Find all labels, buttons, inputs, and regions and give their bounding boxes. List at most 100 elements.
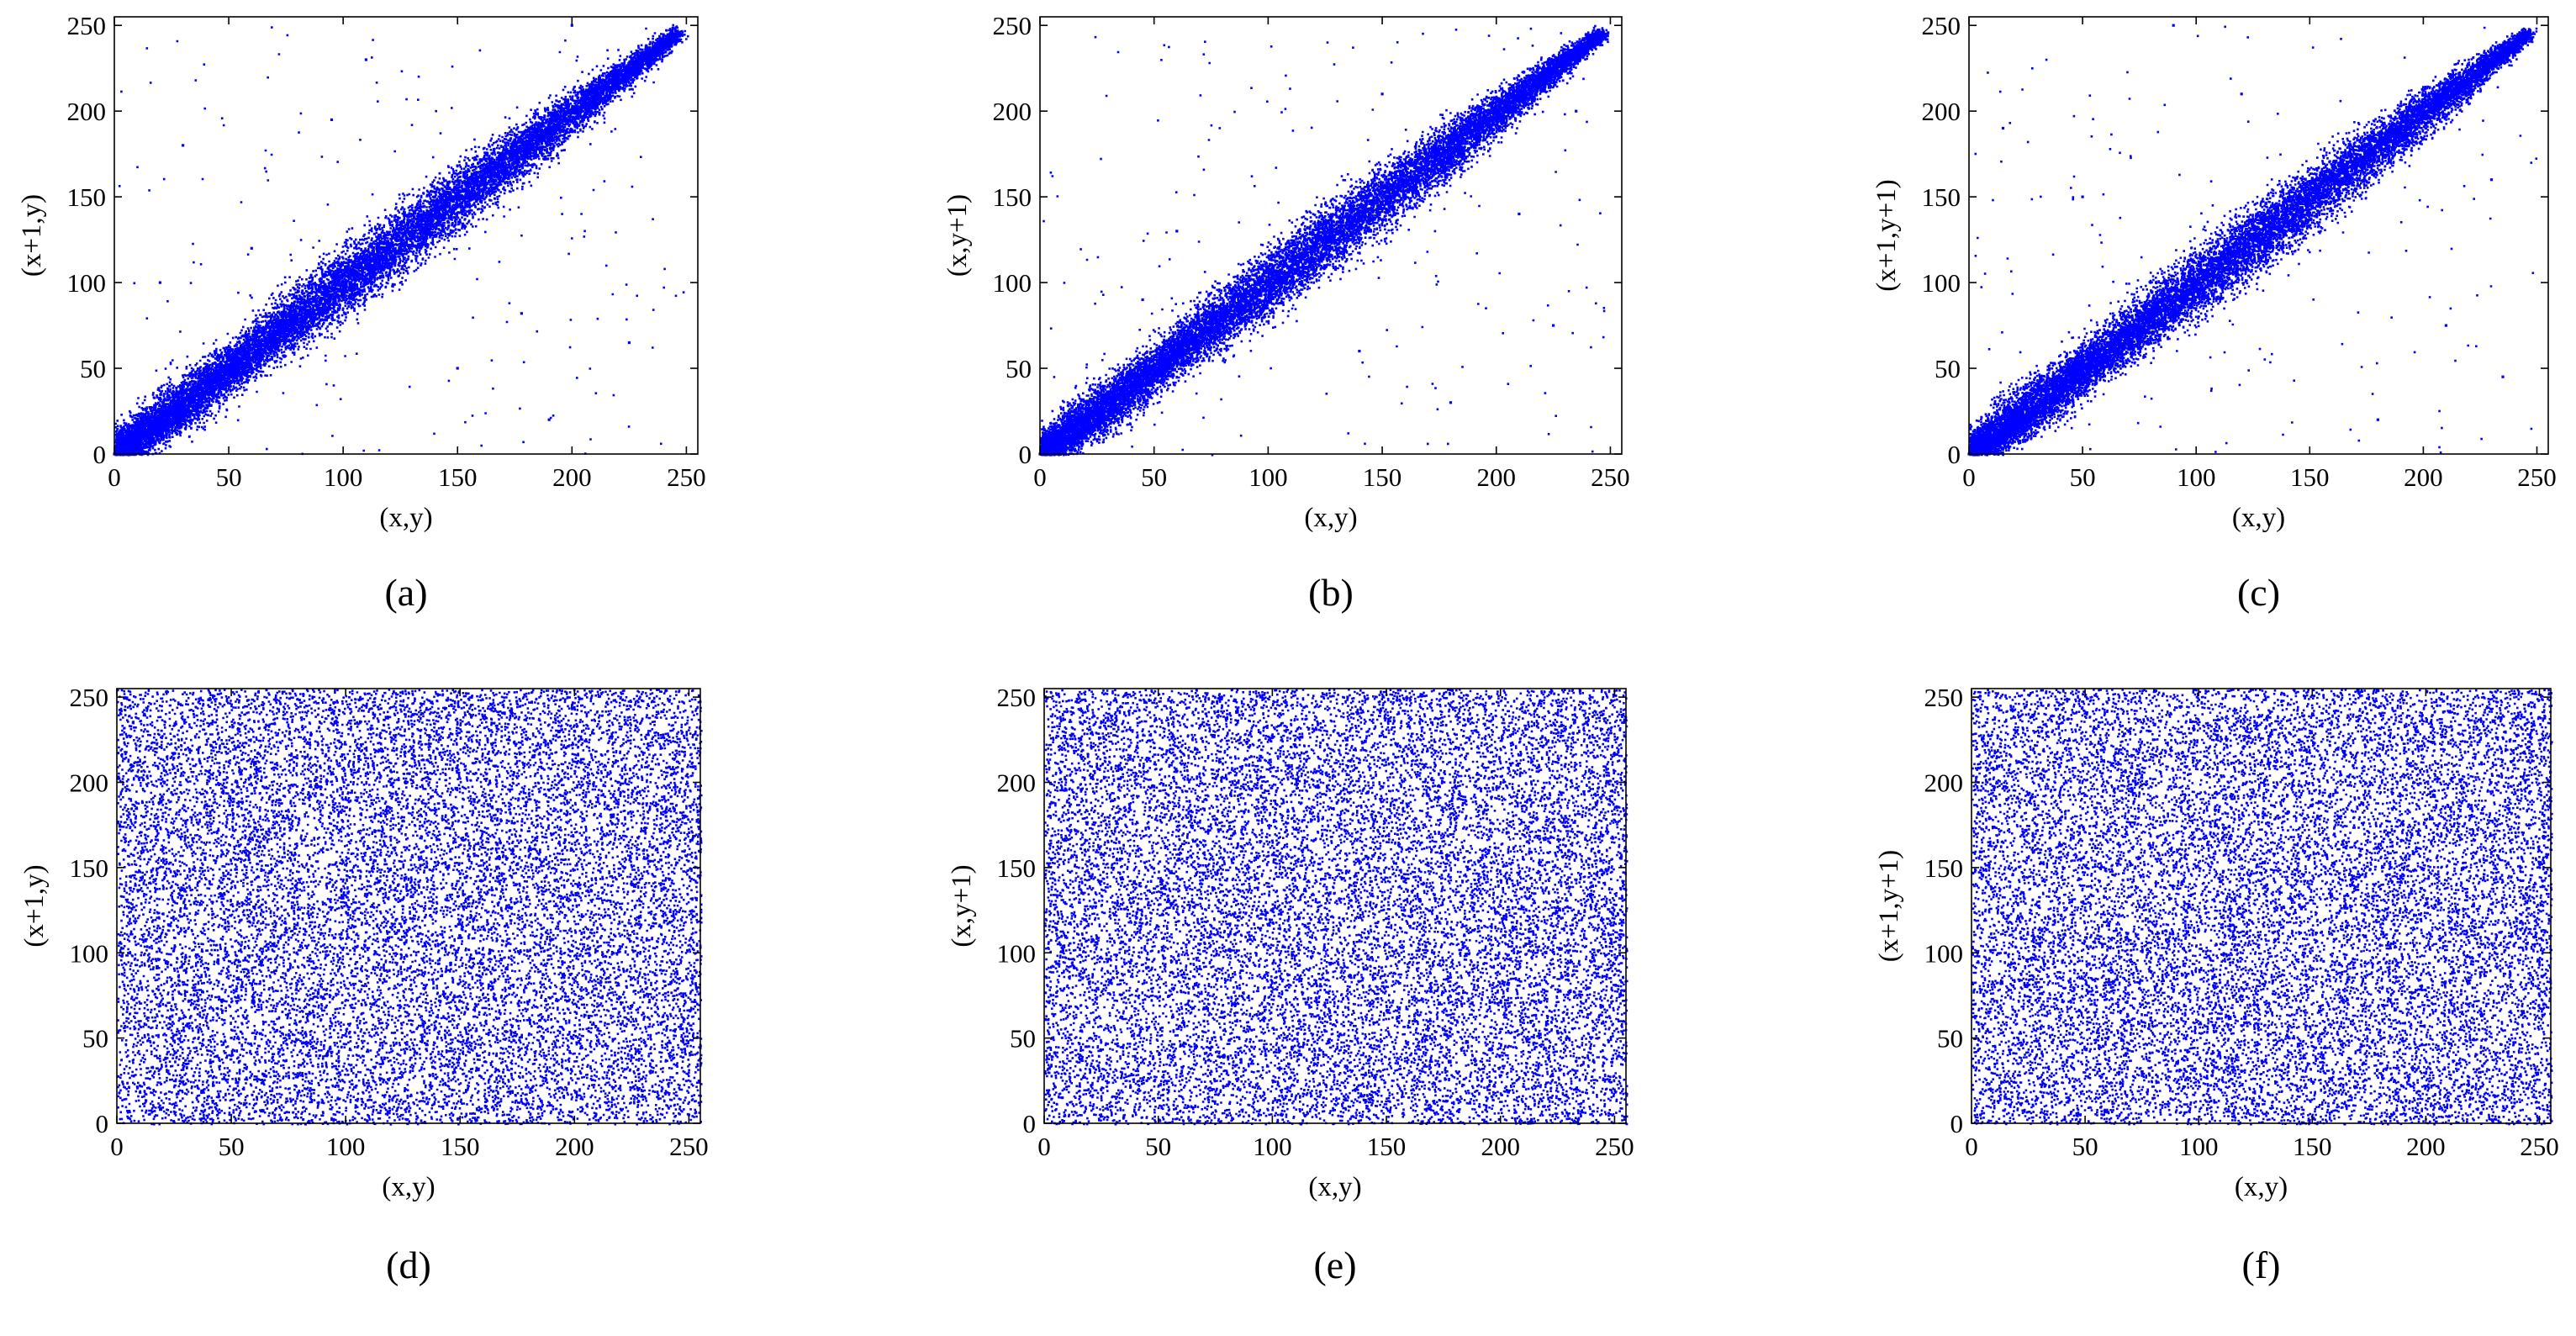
- panel-caption: (b): [1308, 571, 1354, 614]
- data-point: [1202, 1019, 1206, 1022]
- scatter-points-e: [1044, 689, 1628, 1126]
- x-tick-label: 50: [219, 1132, 245, 1161]
- data-point: [2038, 1019, 2041, 1022]
- y-tick-label: 50: [1937, 1024, 1963, 1053]
- data-point: [547, 943, 551, 946]
- y-axis-label: (x+1,y+1): [1874, 850, 1904, 962]
- data-point: [2501, 375, 2505, 378]
- data-point: [401, 704, 404, 707]
- x-axis-label: (x,y): [2235, 1172, 2288, 1202]
- y-tick-label: 100: [67, 268, 107, 298]
- x-tick-label: 50: [2070, 462, 2096, 492]
- y-tick-label: 150: [70, 853, 109, 883]
- x-tick-label: 0: [110, 1132, 124, 1161]
- x-tick-label: 100: [324, 462, 363, 492]
- x-tick-label: 50: [2072, 1132, 2098, 1161]
- x-tick-label: 50: [216, 462, 242, 492]
- data-point: [2118, 1070, 2121, 1074]
- y-tick-label: 250: [1924, 683, 1964, 712]
- data-point: [1449, 401, 1453, 404]
- data-point: [2174, 866, 2177, 869]
- data-point: [1373, 977, 1377, 980]
- x-tick-label: 150: [1363, 462, 1402, 492]
- x-tick-label: 150: [1367, 1132, 1407, 1161]
- y-tick-label: 50: [82, 1024, 108, 1053]
- y-tick-label: 200: [1922, 97, 1961, 126]
- data-point: [2209, 1096, 2212, 1100]
- x-tick-label: 250: [1591, 462, 1630, 492]
- x-axis-label: (x,y): [1308, 1172, 1361, 1202]
- data-point: [2172, 24, 2175, 27]
- data-point: [1574, 1087, 1577, 1091]
- y-tick-label: 250: [993, 11, 1032, 40]
- data-point: [515, 1019, 519, 1022]
- y-tick-label: 150: [997, 853, 1037, 883]
- y-tick-label: 0: [1019, 440, 1032, 469]
- y-tick-label: 50: [1010, 1024, 1036, 1053]
- data-point: [2288, 772, 2291, 775]
- data-point: [1380, 92, 1384, 96]
- scatter-cloud-d: [117, 689, 703, 1126]
- data-point: [2231, 985, 2235, 989]
- scatter-panel-c: 0 50 100 150 200 250 0 50 100 150 200 250 (x,y) (x+1,…: [1871, 11, 2557, 614]
- data-point: [2492, 695, 2496, 699]
- data-point: [172, 900, 176, 903]
- x-tick-label: 100: [1248, 462, 1288, 492]
- scatter-points-c: [1967, 24, 2538, 457]
- y-tick-label: 100: [993, 268, 1032, 298]
- y-tick-label: 200: [1924, 768, 1964, 798]
- data-point: [2061, 721, 2064, 725]
- x-tick-label: 0: [1037, 1132, 1051, 1161]
- y-tick-label: 0: [96, 1109, 109, 1138]
- data-point: [250, 246, 253, 250]
- y-axis-label: (x+1,y): [17, 194, 47, 277]
- x-tick-label: 100: [1253, 1132, 1292, 1161]
- panel-caption: (a): [384, 571, 427, 614]
- x-tick-label: 0: [1033, 462, 1047, 492]
- scatter-panel-a: 0 50 100 150 200 250 0 50 100 150 200 250 (x,y) (x+1,…: [17, 11, 706, 614]
- data-point: [2376, 418, 2379, 421]
- x-axis-label: (x,y): [382, 1172, 435, 1202]
- x-axis-label: (x,y): [379, 503, 432, 533]
- y-axis-label: (x+1,y): [19, 864, 50, 947]
- y-tick-label: 50: [80, 354, 106, 383]
- data-point: [2095, 806, 2098, 810]
- data-point: [1175, 959, 1178, 963]
- y-tick-label: 200: [993, 97, 1032, 126]
- scatter-cloud-f: [1972, 689, 2553, 1126]
- data-point: [490, 743, 494, 747]
- x-tick-label: 100: [326, 1132, 366, 1161]
- x-axis-label: (x,y): [1304, 503, 1357, 533]
- data-point: [158, 281, 161, 284]
- y-tick-label: 150: [67, 182, 107, 212]
- y-tick-label: 200: [67, 97, 107, 126]
- scatter-panel-d: 0 50 100 150 200 250 0 50 100 150 200 250 (x,y) (x+1,…: [19, 683, 709, 1286]
- data-point: [1317, 815, 1320, 818]
- x-axis-label: (x,y): [2232, 503, 2285, 533]
- x-tick-label: 200: [552, 462, 592, 492]
- y-tick-label: 50: [1935, 354, 1961, 383]
- data-point: [627, 341, 631, 345]
- scatter-cloud-a: [114, 24, 689, 457]
- y-tick-label: 150: [1924, 853, 1964, 883]
- data-point: [1061, 1096, 1064, 1100]
- data-point: [143, 712, 146, 716]
- data-point: [664, 815, 668, 818]
- data-point: [687, 1113, 690, 1117]
- x-tick-label: 250: [667, 462, 706, 492]
- data-point: [344, 798, 347, 801]
- plot-frame: [116, 688, 701, 1124]
- x-tick-label: 200: [1481, 1132, 1520, 1161]
- data-point: [570, 24, 573, 27]
- data-point: [307, 305, 310, 309]
- x-tick-label: 150: [2293, 1132, 2332, 1161]
- y-tick-label: 100: [1922, 268, 1961, 298]
- x-tick-label: 150: [441, 1132, 480, 1161]
- x-tick-label: 250: [669, 1132, 709, 1161]
- x-tick-label: 150: [2290, 462, 2330, 492]
- data-point: [2151, 738, 2155, 742]
- plot-frame: [1043, 688, 1627, 1124]
- scatter-points-f: [1972, 689, 2553, 1126]
- data-point: [316, 990, 320, 994]
- y-tick-label: 250: [1922, 11, 1961, 40]
